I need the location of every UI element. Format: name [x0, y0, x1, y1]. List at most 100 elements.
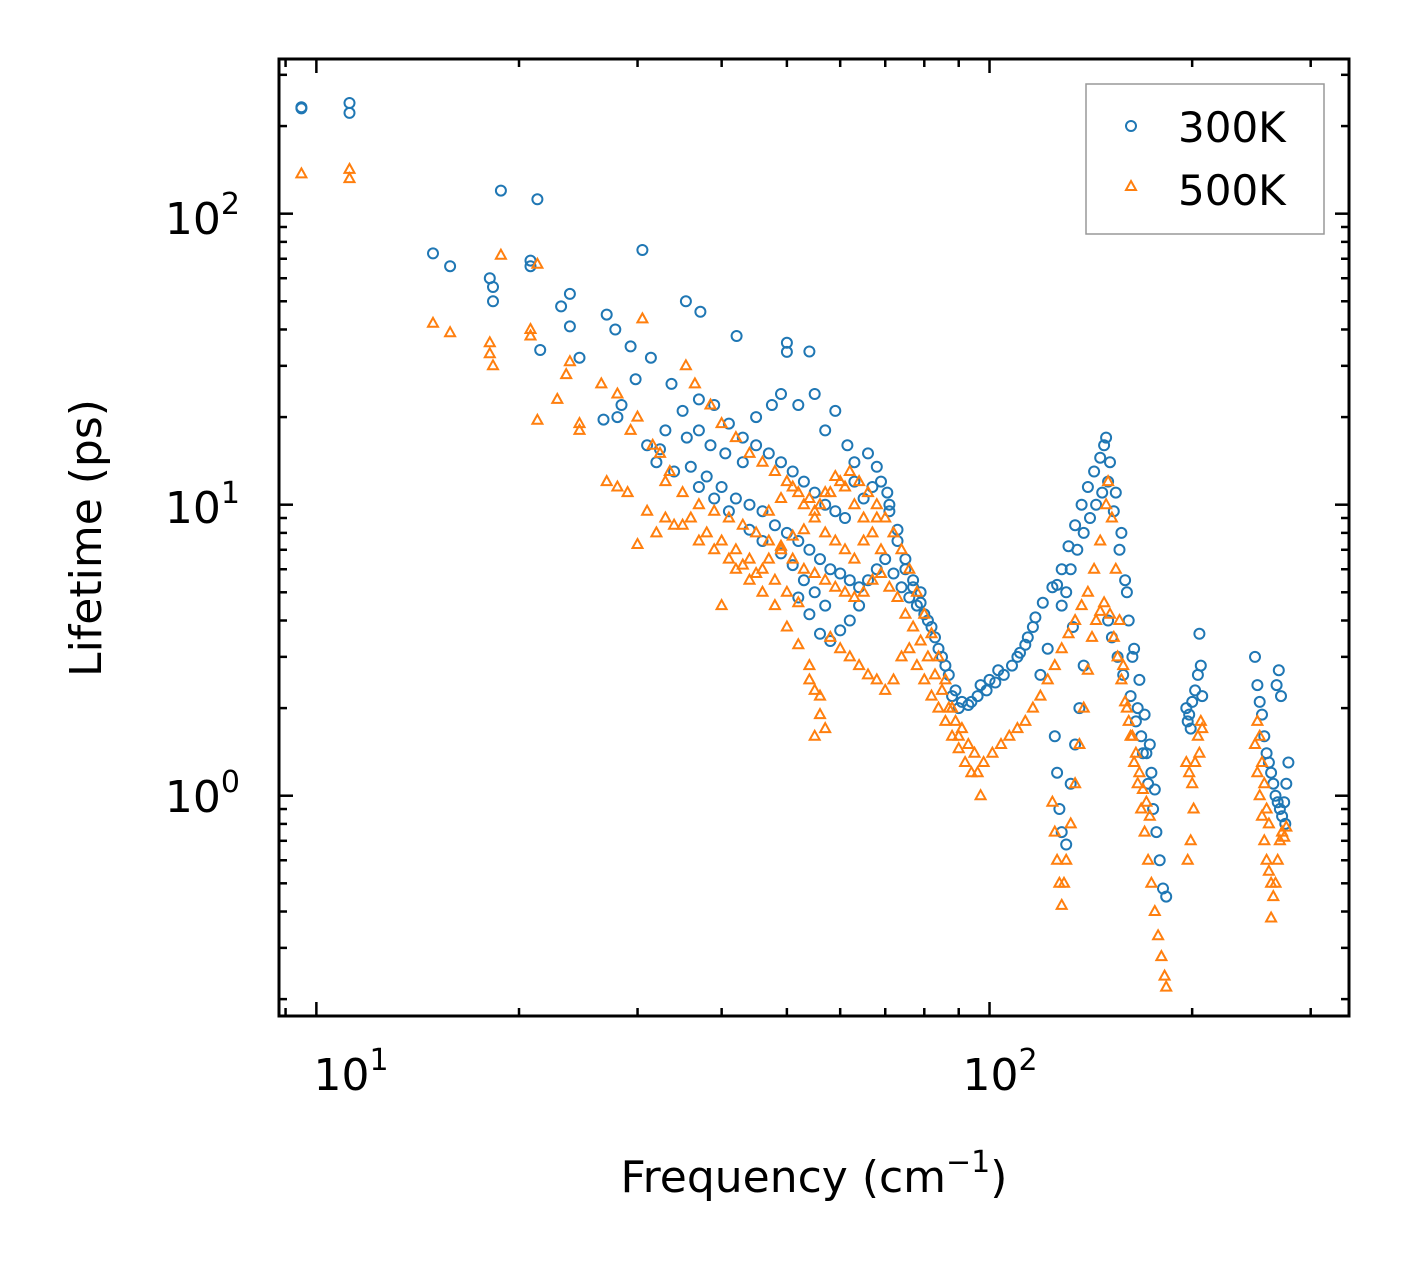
data-point-500K — [768, 598, 782, 611]
data-point-300K — [1088, 465, 1101, 478]
data-point-500K — [913, 633, 928, 646]
data-point-500K — [1264, 910, 1278, 923]
data-point-500K — [791, 637, 805, 650]
data-point-500K — [768, 572, 782, 585]
data-point-300K — [1098, 439, 1111, 452]
data-point-500K — [1137, 824, 1152, 837]
data-point-300K — [684, 460, 697, 473]
data-point-300K — [792, 535, 805, 547]
data-point-500K — [967, 745, 982, 758]
y-tick-label-10: 101 — [165, 476, 240, 534]
data-point-500K — [572, 422, 587, 435]
data-point-300K — [1066, 621, 1079, 633]
data-point-300K — [1269, 789, 1282, 802]
data-point-500K — [828, 468, 842, 481]
data-point-500K — [703, 397, 718, 410]
data-point-500K — [653, 445, 667, 458]
data-point-300K — [692, 393, 705, 406]
legend-label-500K: 500K — [1178, 166, 1287, 215]
data-point-300K — [992, 664, 1005, 677]
data-point-300K — [343, 106, 356, 119]
data-point-500K — [1059, 852, 1073, 865]
data-point-500K — [838, 479, 852, 492]
data-point-300K — [1120, 586, 1133, 599]
data-point-500K — [1081, 584, 1095, 597]
data-point-500K — [1127, 754, 1141, 767]
data-point-500K — [1250, 713, 1265, 726]
data-point-500K — [635, 311, 650, 324]
data-point-500K — [1143, 808, 1157, 821]
data-point-300K — [824, 563, 837, 576]
data-point-300K — [780, 345, 793, 358]
data-point-500K — [1026, 700, 1040, 713]
data-point-300K — [665, 377, 678, 390]
data-point-500K — [870, 510, 884, 523]
data-point-500K — [774, 490, 788, 503]
data-point-300K — [1077, 526, 1090, 539]
data-point-300K — [609, 323, 622, 336]
data-point-500K — [861, 485, 875, 498]
data-point-500K — [1018, 713, 1032, 726]
data-point-300K — [989, 676, 1002, 689]
series-500K-points — [294, 161, 1293, 992]
data-point-500K — [833, 641, 847, 654]
data-point-500K — [1105, 510, 1119, 523]
data-point-300K — [814, 553, 826, 566]
data-point-300K — [1064, 777, 1077, 790]
data-point-500K — [1181, 852, 1195, 865]
data-point-300K — [715, 481, 728, 493]
data-point-300K — [1094, 451, 1107, 464]
data-point-500K — [1089, 612, 1103, 625]
data-point-500K — [1157, 968, 1172, 981]
data-point-300K — [668, 465, 681, 478]
data-point-500K — [797, 522, 811, 535]
data-point-300K — [1055, 599, 1068, 612]
data-point-500K — [736, 517, 750, 530]
data-point-300K — [925, 621, 938, 633]
data-point-300K — [636, 244, 649, 256]
data-point-300K — [1064, 563, 1077, 576]
data-point-500K — [1192, 745, 1207, 758]
x-axis-label: Frequency (cm−1) — [621, 1145, 1008, 1203]
data-point-300K — [762, 447, 775, 460]
data-point-500K — [1248, 736, 1262, 749]
data-point-500K — [906, 619, 920, 632]
data-point-300K — [295, 102, 308, 115]
data-point-300K — [1143, 738, 1156, 751]
data-point-300K — [786, 465, 799, 478]
data-point-500K — [838, 542, 852, 555]
data-point-500K — [1191, 728, 1205, 741]
data-point-300K — [819, 599, 832, 612]
data-point-500K — [1179, 754, 1193, 767]
data-point-500K — [684, 510, 698, 523]
data-point-500K — [970, 765, 985, 778]
data-point-300K — [949, 684, 962, 697]
data-point-300K — [615, 399, 628, 411]
data-point-500K — [1093, 603, 1107, 616]
data-point-300K — [624, 340, 637, 353]
data-point-500K — [692, 533, 706, 546]
data-point-300K — [1119, 574, 1132, 587]
data-point-500K — [882, 579, 897, 592]
data-point-300K — [1041, 642, 1054, 655]
data-point-300K — [756, 535, 769, 547]
data-point-500K — [1109, 561, 1123, 574]
data-point-500K — [780, 474, 794, 487]
data-point-500K — [976, 754, 991, 767]
data-point-500K — [886, 525, 901, 538]
data-point-500K — [762, 551, 776, 564]
data-point-500K — [610, 386, 625, 399]
data-point-300K — [1133, 673, 1146, 686]
data-point-500K — [742, 572, 757, 585]
data-point-300K — [1282, 756, 1295, 769]
data-point-300K — [1128, 642, 1141, 655]
data-point-500K — [786, 528, 800, 541]
data-point-300K — [829, 505, 842, 518]
data-point-500K — [675, 485, 690, 498]
data-point-500K — [1064, 816, 1078, 829]
data-point-500K — [955, 721, 969, 734]
data-point-500K — [818, 485, 832, 498]
data-point-500K — [1055, 897, 1069, 910]
data-point-500K — [808, 565, 822, 578]
data-point-300K — [1100, 431, 1113, 444]
